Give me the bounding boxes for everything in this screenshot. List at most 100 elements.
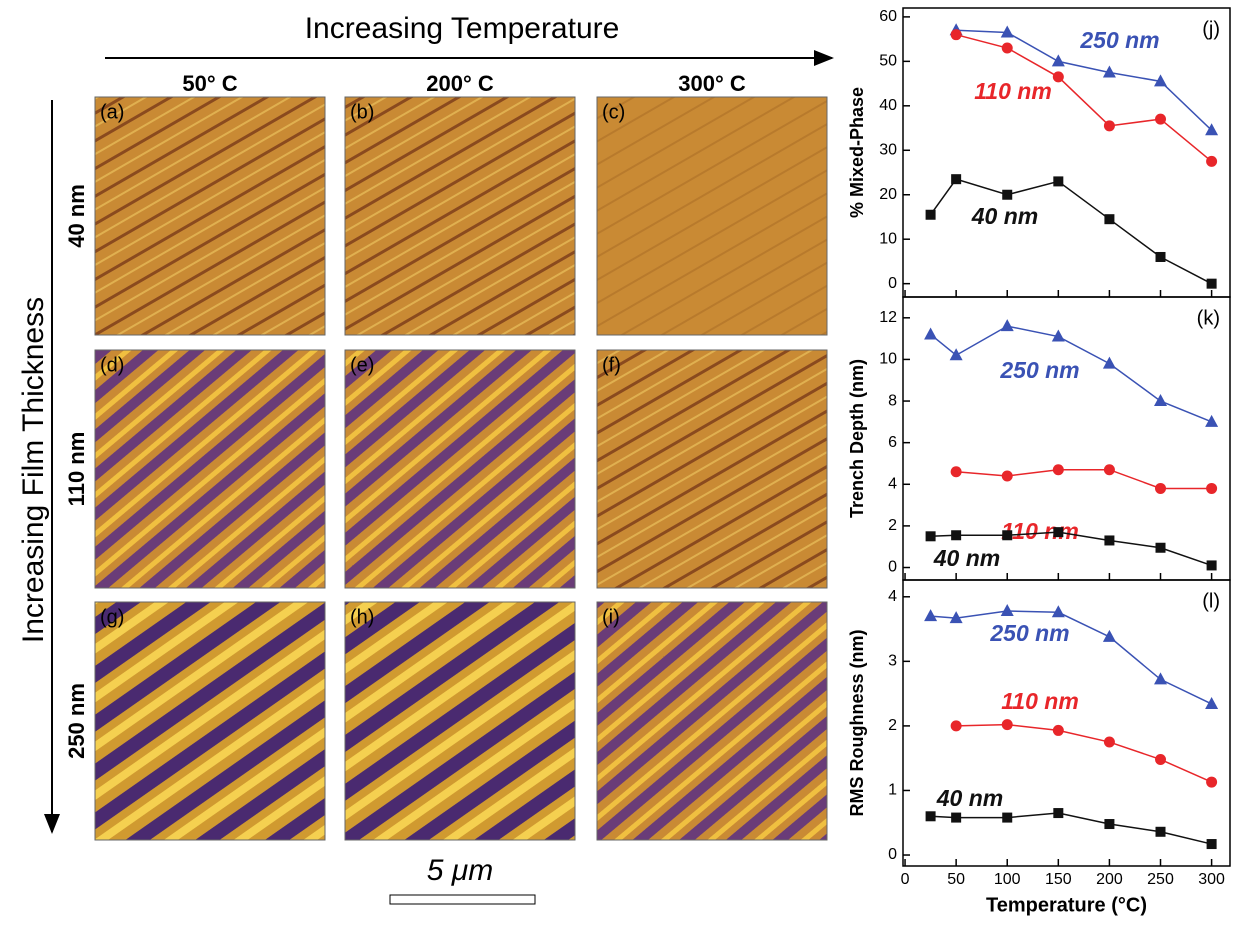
afm-image — [344, 349, 576, 589]
y-tick-label: 40 — [879, 97, 897, 114]
x-tick-label: 100 — [994, 871, 1021, 888]
row-label: 40 nm — [64, 184, 89, 248]
marker — [1206, 560, 1217, 571]
marker — [1154, 74, 1168, 87]
panel-label: (l) — [1202, 590, 1220, 612]
y-tick-label: 4 — [888, 588, 897, 605]
marker — [1052, 71, 1064, 83]
x-axis-title: Temperature (°C) — [986, 894, 1147, 916]
y-tick-label: 12 — [879, 309, 897, 326]
series-line — [956, 723, 1212, 783]
marker — [1154, 672, 1168, 685]
marker — [1053, 527, 1064, 538]
marker — [1154, 394, 1168, 407]
series-label: 250 nm — [999, 357, 1079, 383]
marker — [1051, 54, 1065, 67]
marker — [1155, 826, 1166, 837]
marker — [1001, 470, 1013, 482]
marker — [951, 174, 962, 185]
y-axis-title: RMS Roughness (nm) — [847, 629, 867, 816]
marker — [1102, 629, 1116, 642]
marker — [950, 29, 962, 41]
column-label: 50° C — [182, 71, 237, 96]
row-label: 110 nm — [64, 432, 89, 507]
y-tick-label: 10 — [879, 230, 897, 247]
y-tick-label: 4 — [888, 475, 897, 492]
column-label: 300° C — [678, 71, 746, 96]
marker — [1155, 113, 1167, 125]
plot-frame — [902, 7, 1231, 298]
marker — [924, 327, 938, 340]
marker — [950, 720, 962, 732]
afm-image — [344, 96, 576, 336]
column-label: 200° C — [426, 71, 494, 96]
y-tick-label: 60 — [879, 8, 897, 25]
afm-image — [596, 96, 828, 336]
series-label: 40 nm — [971, 203, 1038, 229]
series-line — [930, 812, 1212, 845]
marker — [1052, 724, 1064, 736]
y-tick-label: 6 — [888, 434, 897, 451]
marker — [949, 611, 963, 624]
marker — [1051, 329, 1065, 342]
marker — [1205, 414, 1219, 427]
panel-label: (k) — [1197, 307, 1220, 329]
marker — [1002, 530, 1013, 541]
marker — [1104, 819, 1115, 830]
marker — [1104, 535, 1115, 546]
marker — [925, 811, 936, 822]
marker — [924, 609, 938, 622]
series-label: 250 nm — [989, 620, 1069, 646]
y-tick-label: 1 — [888, 782, 897, 799]
marker — [951, 812, 962, 823]
marker — [1002, 189, 1013, 200]
marker — [1001, 719, 1013, 731]
series-label: 40 nm — [936, 785, 1003, 811]
header-title: Increasing Temperature — [305, 12, 620, 45]
y-tick-label: 30 — [879, 141, 897, 158]
marker — [1053, 808, 1064, 819]
marker — [1155, 482, 1167, 494]
afm-image — [344, 601, 576, 841]
marker — [1001, 42, 1013, 54]
marker — [925, 209, 936, 220]
y-axis-title: % Mixed-Phase — [847, 87, 867, 218]
scale-bar — [389, 894, 536, 905]
marker — [1000, 603, 1014, 616]
marker — [1103, 120, 1115, 132]
afm-image — [596, 349, 828, 589]
panel-label: (g) — [100, 606, 124, 628]
marker — [1052, 464, 1064, 476]
marker — [1206, 482, 1218, 494]
y-tick-label: 0 — [888, 559, 897, 576]
marker — [950, 466, 962, 478]
marker — [949, 348, 963, 361]
panel-label: (d) — [100, 354, 124, 376]
panel-label: (j) — [1202, 18, 1220, 40]
afm-image — [94, 601, 326, 841]
marker — [1206, 278, 1217, 289]
y-tick-label: 20 — [879, 186, 897, 203]
row-axis-title: Increasing Film Thickness — [17, 297, 50, 643]
marker — [1206, 839, 1217, 850]
y-tick-label: 10 — [879, 351, 897, 368]
series-line — [956, 29, 1213, 131]
marker — [951, 530, 962, 541]
series-line — [929, 178, 1212, 285]
x-tick-label: 250 — [1147, 871, 1174, 888]
marker — [1206, 155, 1218, 167]
marker — [1102, 356, 1116, 369]
marker — [1104, 214, 1115, 225]
y-tick-label: 0 — [888, 846, 897, 863]
series-label: 110 nm — [1001, 518, 1079, 544]
marker — [1155, 753, 1167, 765]
afm-image — [94, 349, 326, 589]
y-tick-label: 8 — [888, 392, 897, 409]
row-label: 250 nm — [64, 683, 89, 759]
y-tick-label: 3 — [888, 653, 897, 670]
y-axis-title: Trench Depth (nm) — [847, 359, 867, 518]
y-tick-label: 2 — [888, 717, 897, 734]
panel-label: (f) — [602, 354, 621, 376]
series-line — [956, 468, 1212, 490]
y-tick-label: 2 — [888, 517, 897, 534]
